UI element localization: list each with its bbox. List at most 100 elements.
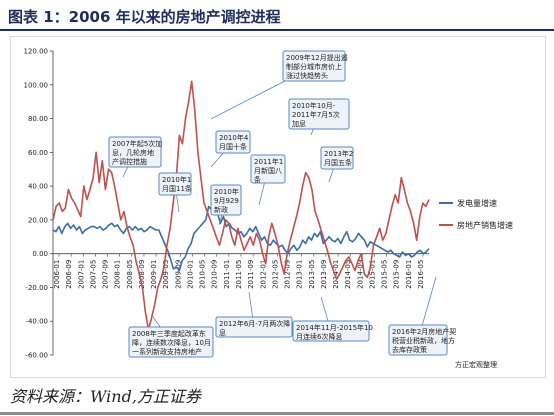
callout-text-line: 条 (254, 175, 261, 184)
y-tick-label: 100.00 (24, 81, 49, 89)
callout-text-line: 涨过快趋势头 (286, 71, 328, 80)
callout-text-line: 去库存政策 (392, 345, 427, 354)
x-tick-label: 2008-05 (126, 260, 134, 289)
callout-text-line: 2007年起5次加 (112, 139, 162, 148)
series-line (52, 80, 430, 331)
x-tick-label: 2007-01 (77, 260, 85, 289)
x-tick-label: 2013-09 (320, 260, 328, 289)
legend-label: 房地产销售增速 (457, 220, 513, 230)
x-tick-label: 2006-09 (65, 260, 73, 289)
y-tick-label: 20.00 (28, 216, 48, 224)
title-bar: 图表 1：2006 年以来的房地产调控进程 (0, 0, 554, 31)
callout-text-line: 制部分城市房价上 (286, 62, 342, 71)
callout-box (215, 316, 293, 338)
x-tick-label: 2016-05 (417, 260, 425, 289)
callout-text-line: 2014年11月-2015年10 (296, 323, 373, 332)
callout-text-line: 2011年7月5次 (292, 110, 340, 119)
callout-text-line: 月连续6次降息 (296, 332, 342, 341)
x-tick-label: 2009-05 (162, 260, 170, 289)
x-tick-label: 2011-01 (223, 260, 231, 289)
callout-box (288, 98, 350, 130)
callout-box (158, 172, 192, 196)
callout-text-line: 2008年三季度起改革东 (132, 329, 206, 338)
x-tick-label: 2012-01 (259, 260, 267, 289)
callout-text-line: 2011年1 (254, 157, 283, 166)
callout-text-line: 9月929 (214, 197, 239, 205)
x-tick-label: 2015-01 (368, 260, 376, 289)
y-tick-label: -60.00 (25, 352, 48, 360)
callout-box (108, 136, 162, 168)
callout-box (128, 326, 214, 358)
y-tick-label: -40.00 (25, 318, 48, 326)
callout-text-line: 月国五条 (324, 158, 352, 167)
callout-text-line: 月新国八 (254, 166, 282, 175)
callout-text-line: 2010年4 (219, 133, 249, 142)
x-tick-label: 2008-01 (114, 260, 122, 289)
callout-text-line: 新政 (214, 205, 228, 214)
callout-text-line: 降，连续数次降息，10月 (132, 338, 211, 347)
x-tick-label: 2009-09 (174, 260, 182, 289)
x-tick-label: 2010-05 (199, 260, 207, 289)
x-tick-label: 2011-09 (247, 260, 255, 289)
callout-text-line: 2010年1 (162, 175, 191, 184)
chart-frame: 120.00 100.00 80.00 60.00 40.00 20.00 0.00 -20.… (10, 36, 546, 378)
callout-box (292, 320, 370, 342)
x-tick-label: 2010-01 (186, 260, 194, 289)
callout-text-line: 2016年2月房地产契 (392, 327, 456, 336)
legend-label: 发电量增速 (457, 198, 497, 208)
x-tick-label: 2012-05 (271, 260, 279, 289)
callout-text-line: 税营业税新政，地方 (392, 336, 455, 345)
callout-text-line: 2013年2 (324, 149, 353, 158)
y-tick-label: 80.00 (28, 115, 48, 123)
callout-box (215, 130, 251, 154)
callout-text-line: 2012年6月-7月两次降 (219, 319, 290, 328)
callout-box (250, 154, 286, 184)
callout-text-line: 产调控措施 (112, 157, 147, 166)
x-tick-label: 2011-05 (235, 260, 243, 289)
x-tick-label: 2007-05 (89, 260, 97, 289)
x-tick-label: 2009-01 (150, 260, 158, 289)
x-tick-label: 2014-05 (344, 260, 352, 289)
footer-divider (0, 412, 554, 415)
callout-box (388, 324, 448, 356)
x-tick-label: 2010-09 (211, 260, 219, 289)
x-tick-label: 2013-05 (308, 260, 316, 289)
callout-text-line: 2010年 (214, 187, 239, 196)
x-tick-label: 2012-09 (284, 260, 292, 289)
series-lines (52, 80, 430, 331)
y-tick-label: 0.00 (32, 250, 48, 258)
x-tick-label: 2014-01 (332, 260, 340, 289)
x-tick-label: 2015-09 (393, 260, 401, 289)
page-title: 图表 1：2006 年以来的房地产调控进程 (8, 8, 281, 26)
x-tick-label: 2014-09 (356, 260, 364, 289)
x-tick-label: 2013-01 (296, 260, 304, 289)
x-tick-label: 2006-01 (53, 260, 61, 289)
y-tick-label: 120.00 (24, 48, 49, 56)
callout-text-line: 一系列新政支持房地产 (132, 347, 202, 356)
callout-text-line: 息，几轮房地 (112, 148, 154, 157)
y-tick-label: 60.00 (28, 149, 48, 157)
callout-text-line: 月国11条 (162, 184, 192, 193)
callout-box (320, 146, 354, 170)
callout-box (210, 184, 242, 216)
series-line (52, 202, 430, 272)
y-tick-label: -20.00 (25, 284, 48, 292)
callout-text-line: 2010年10月- (292, 101, 336, 110)
x-tick-label: 2016-01 (405, 260, 413, 289)
source-note: 资料来源：Wind,方正证券 (10, 387, 201, 406)
x-tick-label: 2008-09 (138, 260, 146, 289)
x-tick-label: 2015-05 (381, 260, 389, 289)
callout-text-line: 加息 (292, 119, 306, 128)
